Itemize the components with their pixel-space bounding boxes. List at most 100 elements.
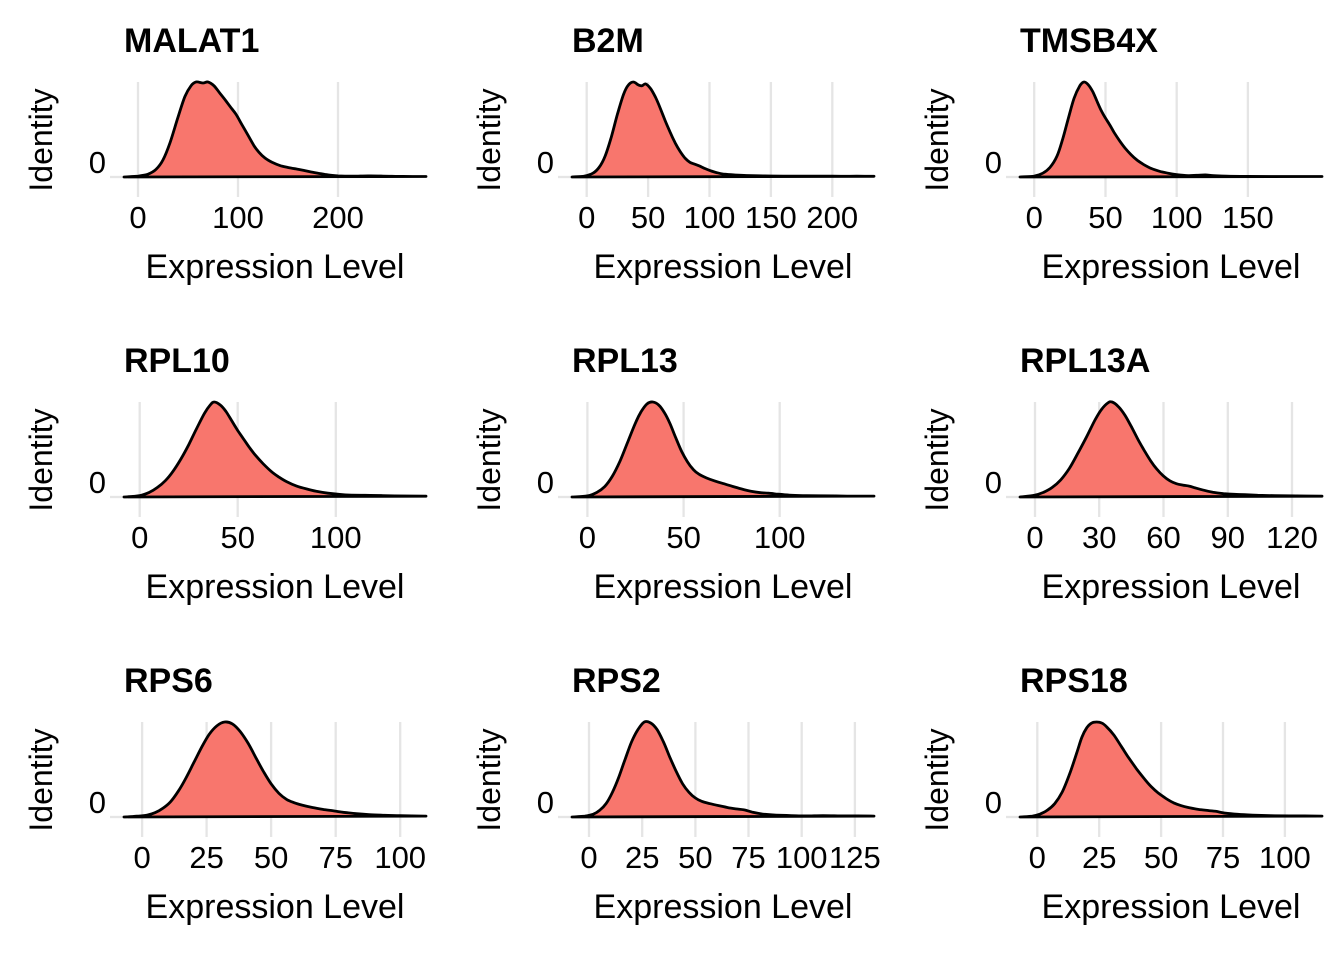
x-axis-label: Expression Level bbox=[146, 248, 405, 286]
x-tick-label: 200 bbox=[806, 200, 858, 235]
x-tick-label: 75 bbox=[318, 840, 352, 875]
x-tick-label: 0 bbox=[1026, 200, 1043, 235]
x-tick-label: 0 bbox=[1026, 520, 1043, 555]
x-tick-label: 90 bbox=[1211, 520, 1245, 555]
y-tick-label: 0 bbox=[89, 145, 106, 180]
y-tick-label: 0 bbox=[985, 465, 1002, 500]
x-tick-label: 25 bbox=[1082, 840, 1116, 875]
y-tick-label: 0 bbox=[985, 145, 1002, 180]
x-tick-label: 50 bbox=[631, 200, 665, 235]
panel-title: RPS2 bbox=[572, 662, 661, 700]
x-tick-label: 100 bbox=[310, 520, 362, 555]
x-tick-label: 125 bbox=[829, 840, 881, 875]
x-axis-label: Expression Level bbox=[594, 248, 853, 286]
x-tick-label: 50 bbox=[1144, 840, 1178, 875]
density-curve-RPS18 bbox=[1018, 720, 1324, 819]
x-tick-label: 25 bbox=[625, 840, 659, 875]
density-panel-RPS2: 0 25 50 75 100 125 RPS2 Identity 0 Expression Lev… bbox=[471, 662, 881, 926]
density-curve-RPL13A bbox=[1018, 400, 1324, 499]
y-axis-label: Identity bbox=[919, 408, 955, 511]
panel-cell-TMSB4X: 0 50 100 150 TMSB4X Identity 0 Expression Level bbox=[896, 0, 1344, 320]
x-tick-label: 150 bbox=[1222, 200, 1274, 235]
panel-title: RPS18 bbox=[1020, 662, 1128, 700]
density-panel-B2M: 0 50 100 150 200 B2M Identity 0 Expression Level bbox=[471, 22, 876, 286]
x-tick-label: 120 bbox=[1266, 520, 1318, 555]
density-panel-RPL10: 0 50 100 RPL10 Identity 0 Expression Level bbox=[23, 342, 428, 606]
panel-title: RPL13A bbox=[1020, 342, 1150, 380]
density-curve-RPL13 bbox=[570, 400, 876, 499]
x-tick-label: 100 bbox=[754, 520, 806, 555]
y-tick-label: 0 bbox=[537, 465, 554, 500]
panel-cell-RPS18: 0 25 50 75 100 RPS18 Identity 0 Expression Level bbox=[896, 640, 1344, 960]
density-curve-RPS2 bbox=[570, 720, 876, 819]
y-axis-label: Identity bbox=[471, 728, 507, 831]
density-panel-RPS6: 0 25 50 75 100 RPS6 Identity 0 Expression Level bbox=[23, 662, 428, 926]
panel-cell-RPL13A: 0 30 60 90 120 RPL13A Identity 0 Expression Leve… bbox=[896, 320, 1344, 640]
y-axis-label: Identity bbox=[919, 728, 955, 831]
panel-title: RPL10 bbox=[124, 342, 230, 380]
panel-cell-RPL10: 0 50 100 RPL10 Identity 0 Expression Level bbox=[0, 320, 448, 640]
density-curve-MALAT1 bbox=[122, 80, 428, 179]
panel-cell-MALAT1: 0 100 200 MALAT1 Identity 0 Expression Level bbox=[0, 0, 448, 320]
density-panel-TMSB4X: 0 50 100 150 TMSB4X Identity 0 Expression Level bbox=[919, 22, 1324, 286]
x-tick-label: 0 bbox=[129, 200, 146, 235]
x-tick-label: 100 bbox=[1151, 200, 1203, 235]
panel-title: MALAT1 bbox=[124, 22, 259, 60]
x-axis-label: Expression Level bbox=[1042, 248, 1301, 286]
y-axis-label: Identity bbox=[471, 88, 507, 191]
x-tick-label: 0 bbox=[578, 200, 595, 235]
x-tick-label: 75 bbox=[1206, 840, 1240, 875]
panel-cell-RPS2: 0 25 50 75 100 125 RPS2 Identity 0 Expression Lev… bbox=[448, 640, 896, 960]
y-axis-label: Identity bbox=[23, 408, 59, 511]
y-tick-label: 0 bbox=[89, 465, 106, 500]
density-panel-RPL13A: 0 30 60 90 120 RPL13A Identity 0 Expression Leve… bbox=[919, 342, 1324, 606]
panel-cell-RPL13: 0 50 100 RPL13 Identity 0 Expression Level bbox=[448, 320, 896, 640]
x-axis-label: Expression Level bbox=[146, 888, 405, 926]
x-tick-label: 100 bbox=[374, 840, 426, 875]
y-tick-label: 0 bbox=[985, 785, 1002, 820]
y-tick-label: 0 bbox=[537, 785, 554, 820]
x-tick-label: 50 bbox=[678, 840, 712, 875]
panel-title: B2M bbox=[572, 22, 644, 60]
x-tick-label: 100 bbox=[212, 200, 264, 235]
density-curve-RPS6 bbox=[122, 720, 428, 819]
density-curve-TMSB4X bbox=[1018, 80, 1324, 179]
density-curve-RPL10 bbox=[122, 400, 428, 499]
x-tick-label: 30 bbox=[1082, 520, 1116, 555]
x-tick-label: 60 bbox=[1146, 520, 1180, 555]
y-axis-label: Identity bbox=[919, 88, 955, 191]
x-tick-label: 75 bbox=[731, 840, 765, 875]
x-axis-label: Expression Level bbox=[594, 568, 853, 606]
y-tick-label: 0 bbox=[89, 785, 106, 820]
x-tick-label: 50 bbox=[1088, 200, 1122, 235]
x-tick-label: 150 bbox=[745, 200, 797, 235]
x-tick-label: 0 bbox=[580, 840, 597, 875]
y-axis-label: Identity bbox=[471, 408, 507, 511]
panel-title: RPL13 bbox=[572, 342, 678, 380]
panel-cell-RPS6: 0 25 50 75 100 RPS6 Identity 0 Expression Level bbox=[0, 640, 448, 960]
x-axis-label: Expression Level bbox=[594, 888, 853, 926]
x-tick-label: 100 bbox=[776, 840, 828, 875]
x-tick-label: 25 bbox=[189, 840, 223, 875]
x-tick-label: 100 bbox=[1259, 840, 1311, 875]
x-tick-label: 50 bbox=[220, 520, 254, 555]
panel-title: TMSB4X bbox=[1020, 22, 1158, 60]
x-tick-label: 200 bbox=[312, 200, 364, 235]
x-tick-label: 0 bbox=[1029, 840, 1046, 875]
x-tick-label: 100 bbox=[684, 200, 736, 235]
x-tick-label: 50 bbox=[254, 840, 288, 875]
panel-title: RPS6 bbox=[124, 662, 213, 700]
x-tick-label: 0 bbox=[133, 840, 150, 875]
y-tick-label: 0 bbox=[537, 145, 554, 180]
density-curve-B2M bbox=[570, 80, 876, 179]
x-tick-label: 0 bbox=[131, 520, 148, 555]
x-tick-label: 0 bbox=[579, 520, 596, 555]
density-panel-RPL13: 0 50 100 RPL13 Identity 0 Expression Level bbox=[471, 342, 876, 606]
x-tick-label: 50 bbox=[666, 520, 700, 555]
density-panel-RPS18: 0 25 50 75 100 RPS18 Identity 0 Expression Level bbox=[919, 662, 1324, 926]
y-axis-label: Identity bbox=[23, 728, 59, 831]
x-axis-label: Expression Level bbox=[1042, 888, 1301, 926]
